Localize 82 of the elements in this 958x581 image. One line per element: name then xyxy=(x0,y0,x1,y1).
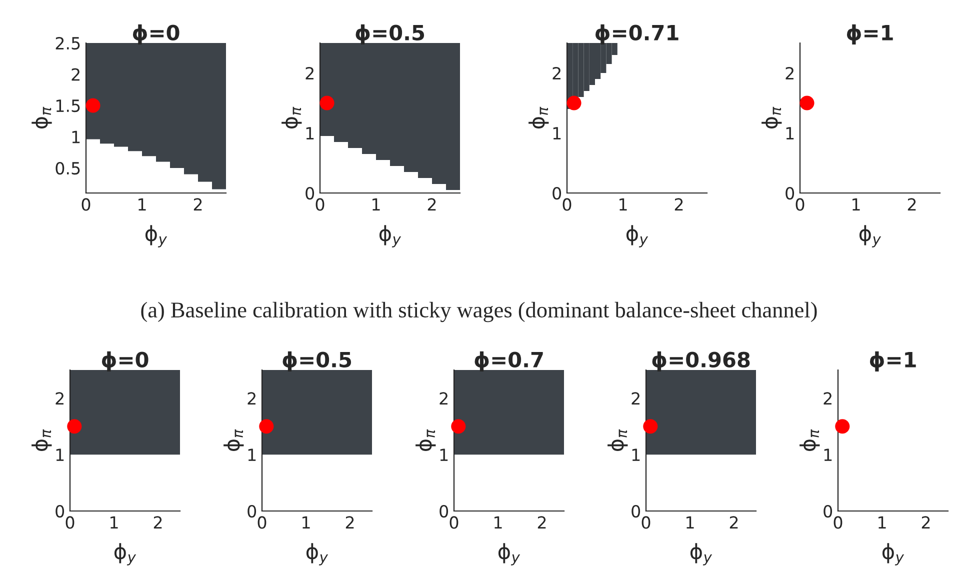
y-tick-label: 1 xyxy=(248,448,256,461)
x-tick-label: 1 xyxy=(852,198,860,211)
y-axis-title: ϕ$_{π}$ xyxy=(608,429,628,452)
x-tick-label: 2 xyxy=(730,516,738,529)
y-tick-label: 0.5 xyxy=(56,162,80,175)
y-tick-label: 2 xyxy=(440,392,448,405)
chart-title: ϕ=1 xyxy=(846,24,893,45)
y-tick-label: 2 xyxy=(552,66,560,80)
y-tick-label: 1 xyxy=(440,448,448,461)
y-tick-label: 0 xyxy=(824,504,832,518)
y-axis-title: ϕ$_{π}$ xyxy=(800,429,820,452)
x-axis-title: ϕ$_{y}$ xyxy=(145,225,168,248)
chart-title: ϕ=0.71 xyxy=(596,24,678,45)
chart-title: ϕ=0.5 xyxy=(282,351,352,372)
x-axis-title: ϕ$_{y}$ xyxy=(626,225,648,248)
chart-title: ϕ=0 xyxy=(102,351,148,372)
chart-title: ϕ=0 xyxy=(132,24,180,45)
y-tick-label: 1 xyxy=(553,127,561,140)
y-tick-label: 0 xyxy=(786,186,794,200)
y-tick-label: 2 xyxy=(786,66,794,80)
chart-title: ϕ=1 xyxy=(870,351,916,372)
x-tick-label: 1 xyxy=(494,516,502,529)
y-tick-label: 0 xyxy=(552,186,562,200)
y-axis-title: ϕ$_{π}$ xyxy=(32,106,52,129)
x-tick-label: 0 xyxy=(562,198,572,211)
y-tick-label: 2 xyxy=(72,68,80,81)
y-tick-label: 1 xyxy=(56,448,64,461)
y-tick-label: 0 xyxy=(632,504,640,518)
y-tick-label: 2 xyxy=(56,392,64,405)
x-tick-label: 1 xyxy=(686,516,694,529)
x-tick-label: 0 xyxy=(258,516,266,529)
y-tick-label: 0 xyxy=(248,504,256,518)
x-axis-title: ϕ$_{y}$ xyxy=(114,543,136,566)
y-axis-title: ϕ$_{π}$ xyxy=(416,429,436,452)
y-tick-label: 1 xyxy=(632,448,640,461)
y-tick-label: 1.5 xyxy=(56,100,80,112)
x-tick-label: 2 xyxy=(908,198,916,211)
y-axis-title: ϕ$_{π}$ xyxy=(32,429,52,452)
y-tick-label: 1 xyxy=(72,130,80,144)
chart-title: ϕ=0.968 xyxy=(652,351,750,372)
y-tick-label: 2 xyxy=(306,66,314,80)
x-tick-label: 1 xyxy=(138,198,146,211)
x-tick-label: 1 xyxy=(620,198,627,211)
x-tick-label: 2 xyxy=(674,198,683,211)
y-tick-label: 2 xyxy=(824,392,832,405)
y-axis-title: ϕ$_{π}$ xyxy=(528,106,549,129)
x-tick-label: 1 xyxy=(878,516,886,529)
chart-title: ϕ=0.7 xyxy=(474,351,543,372)
x-tick-label: 0 xyxy=(82,198,90,211)
x-tick-label: 2 xyxy=(194,198,202,211)
x-tick-label: 1 xyxy=(372,198,380,211)
x-tick-label: 0 xyxy=(450,516,458,529)
text: (a) Baseline calibration with sticky wages (dominant balance-sheet channel) xyxy=(141,302,817,322)
y-tick-label: 2.5 xyxy=(56,36,80,50)
y-tick-label: 2 xyxy=(632,392,640,405)
x-axis-title: ϕ$_{y}$ xyxy=(306,543,328,566)
x-tick-label: 2 xyxy=(154,516,162,529)
x-axis-title: ϕ$_{y}$ xyxy=(498,543,520,566)
x-axis-title: ϕ$_{y}$ xyxy=(379,225,402,248)
x-axis-title: ϕ$_{y}$ xyxy=(859,225,882,248)
x-tick-label: 0 xyxy=(316,198,324,211)
x-axis-title: ϕ$_{y}$ xyxy=(690,543,712,566)
x-tick-label: 0 xyxy=(834,516,842,529)
y-tick-label: 1 xyxy=(824,448,832,461)
x-tick-label: 2 xyxy=(538,516,546,529)
y-tick-label: 0 xyxy=(440,504,448,518)
y-tick-label: 0 xyxy=(306,186,314,200)
y-tick-label: 1 xyxy=(306,127,314,140)
x-tick-label: 2 xyxy=(428,198,436,211)
y-axis-title: ϕ$_{π}$ xyxy=(224,429,244,452)
y-tick-label: 0 xyxy=(56,504,64,518)
x-tick-label: 0 xyxy=(796,198,804,211)
y-axis-title: ϕ$_{π}$ xyxy=(282,106,302,129)
x-tick-label: 1 xyxy=(110,516,118,529)
x-axis-title: ϕ$_{y}$ xyxy=(882,543,904,566)
chart-title: ϕ=0.5 xyxy=(356,24,424,45)
y-tick-label: 2 xyxy=(248,392,256,405)
x-tick-label: 0 xyxy=(642,516,650,529)
x-tick-label: 2 xyxy=(346,516,354,529)
y-tick-label: 1 xyxy=(786,127,794,140)
y-axis-title: ϕ$_{π}$ xyxy=(762,106,782,129)
x-tick-label: 2 xyxy=(922,516,930,529)
